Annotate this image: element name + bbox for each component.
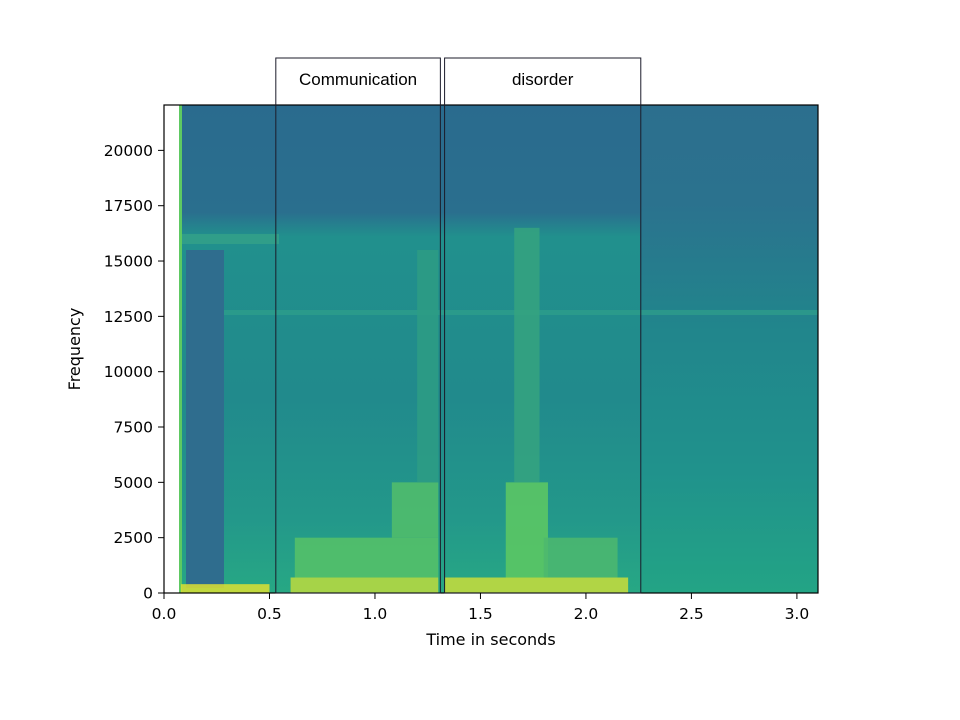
energy-region <box>180 584 270 593</box>
energy-region <box>290 577 439 593</box>
onset-line <box>179 105 182 593</box>
trailing-region <box>640 105 818 593</box>
x-tick-label: 1.5 <box>468 605 493 623</box>
y-tick-label: 2500 <box>114 529 153 547</box>
dark-band-region <box>186 250 224 588</box>
y-tick-label: 0 <box>143 585 153 603</box>
y-tick-label: 20000 <box>104 142 153 160</box>
x-axis: 0.0 0.5 1.0 1.5 2.0 2.5 3.0 <box>152 593 810 623</box>
x-tick-label: 2.0 <box>574 605 599 623</box>
y-tick-label: 7500 <box>114 419 153 437</box>
energy-region <box>505 482 548 578</box>
silence-region <box>164 105 179 593</box>
energy-region <box>294 537 439 578</box>
x-tick-label: 0.0 <box>152 605 177 623</box>
y-tick-label: 5000 <box>114 474 153 492</box>
energy-region <box>514 227 540 483</box>
annotation-box <box>444 57 642 594</box>
x-tick-label: 0.5 <box>257 605 282 623</box>
y-tick-label: 15000 <box>104 253 153 271</box>
x-tick-label: 2.5 <box>679 605 704 623</box>
plot-area <box>164 105 818 593</box>
annotation-label: disorder <box>512 70 574 89</box>
y-tick-label: 10000 <box>104 363 153 381</box>
energy-layer <box>180 227 629 593</box>
energy-region <box>417 249 439 483</box>
energy-region <box>444 577 629 593</box>
y-axis: 0 2500 5000 7500 10000 12500 15000 17500 20000 <box>104 142 164 603</box>
x-axis-label: Time in seconds <box>425 630 555 649</box>
annotation-label: Communication <box>299 70 417 89</box>
annotation-box <box>275 57 441 594</box>
x-tick-label: 1.0 <box>363 605 388 623</box>
y-tick-label: 12500 <box>104 308 153 326</box>
y-tick-label: 17500 <box>104 197 153 215</box>
horizontal-band-16k <box>179 234 279 244</box>
annotation-layer: Communication disorder <box>275 57 642 594</box>
energy-region <box>543 537 618 578</box>
y-axis-label: Frequency <box>65 308 84 391</box>
x-tick-label: 3.0 <box>785 605 810 623</box>
energy-region <box>391 482 439 538</box>
